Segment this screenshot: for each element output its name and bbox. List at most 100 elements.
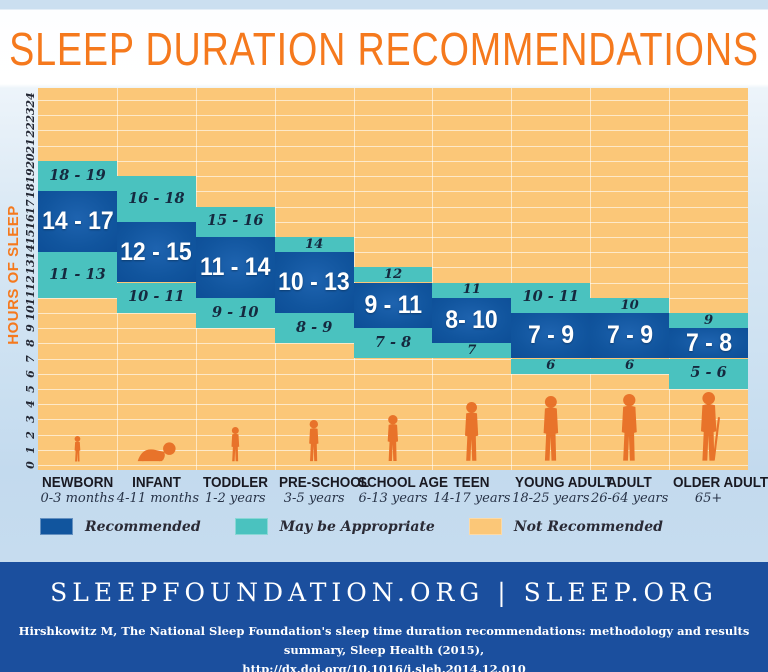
recommended-band: 7 - 8 <box>669 328 748 359</box>
may-lower-band: 8 - 9 <box>274 312 354 344</box>
grid-line-h <box>38 389 748 390</box>
grid-line-h <box>38 404 748 406</box>
age-group-label: SCHOOL AGE 6-13 years <box>354 474 448 507</box>
child-icon <box>228 427 243 467</box>
grid-line-h <box>38 145 748 147</box>
grid-line-v <box>590 88 592 470</box>
tick-label: 22 <box>23 122 37 139</box>
footer-band: SLEEPFOUNDATION.ORG | SLEEP.ORG Hirshkow… <box>0 562 768 672</box>
recommended-band: 9 - 11 <box>353 282 433 329</box>
age-range: 0-3 months <box>40 491 115 507</box>
legend-item-recommended: Recommended <box>40 518 201 535</box>
person-icon <box>615 394 644 467</box>
band-label: 12 <box>383 267 403 283</box>
legend-label: Recommended <box>85 518 201 535</box>
tick-label: 3 <box>23 415 37 424</box>
age-name: OLDER ADULT <box>673 474 768 491</box>
tick-label: 12 <box>23 274 37 291</box>
band-label: 14 <box>304 236 324 252</box>
legend-item-not-recommended: Not Recommended <box>468 518 663 535</box>
footer-site-text: SLEEPFOUNDATION.ORG | SLEEP.ORG <box>50 578 718 607</box>
band-label: 14 - 17 <box>41 207 114 236</box>
may-upper-band: 15 - 16 <box>195 206 275 237</box>
age-name: TEEN <box>453 474 490 491</box>
tick-label: 17 <box>23 198 37 215</box>
tick-label: 13 <box>23 259 37 275</box>
may-upper-band: 18 - 19 <box>38 160 117 192</box>
may-upper-band: 10 <box>590 297 670 313</box>
tick-label: 20 <box>23 153 37 169</box>
age-name: YOUNG ADULT <box>515 474 613 491</box>
tick-label: 0 <box>23 461 37 469</box>
band-label: 8 - 9 <box>295 318 333 336</box>
may-lower-band: 11 - 13 <box>38 252 117 298</box>
age-group-label: TEEN 14-17 years <box>432 474 511 507</box>
recommended-band: 7 - 9 <box>511 312 591 359</box>
baby-standing-icon <box>72 436 83 467</box>
band-label: 7 <box>467 343 477 359</box>
band-label: 7 - 8 <box>374 334 412 352</box>
recommended-band: 14 - 17 <box>38 191 117 253</box>
grid-line-v <box>432 88 434 470</box>
age-name: SCHOOL AGE <box>357 474 448 491</box>
may-upper-band: 12 <box>353 267 433 283</box>
tick-label: 23 <box>23 107 37 123</box>
age-range: 4-11 months <box>116 491 200 507</box>
age-range: 1-2 years <box>204 491 266 507</box>
tick-label: 6 <box>23 369 37 378</box>
band-label: 18 - 19 <box>49 166 106 184</box>
age-name: ADULT <box>607 474 652 491</box>
tick-label: 2 <box>23 430 37 439</box>
age-group-label: NEWBORN 0-3 months <box>38 474 117 507</box>
tick-label: 8 <box>23 339 37 348</box>
may-lower-band: 7 - 8 <box>353 328 433 359</box>
age-range: 6-13 years <box>358 491 428 507</box>
recommended-band: 8- 10 <box>432 297 512 344</box>
tick-label: 1 <box>23 445 37 454</box>
person-icon <box>537 396 565 467</box>
age-range: 26-64 years <box>590 491 669 507</box>
grid-line-h <box>38 221 748 223</box>
band-label: 10 - 13 <box>278 267 350 296</box>
citation-line-2: http://dx.doi.org/10.1016/j.sleh.2014.12… <box>242 661 526 672</box>
recommended-band: 10 - 13 <box>274 252 354 313</box>
band-label: 9 <box>703 312 714 328</box>
band-label: 7 - 9 <box>606 321 653 350</box>
tick-label: 14 <box>23 244 37 260</box>
grid-line-h <box>38 236 748 238</box>
grid-line-h <box>38 160 748 162</box>
footer-citation: Hirshkowitz M, The National Sleep Founda… <box>0 622 768 672</box>
grid-line-h <box>38 130 748 132</box>
recommended-band: 7 - 9 <box>590 312 670 359</box>
tick-label: 19 <box>23 168 37 184</box>
band-label: 8- 10 <box>445 305 499 334</box>
may-upper-band: 9 <box>669 312 748 329</box>
may-lower-band: 7 <box>432 343 512 359</box>
may-be-appropriate-swatch-icon <box>234 518 268 535</box>
tick-label: 9 <box>23 324 37 332</box>
band-label: 11 - 13 <box>49 265 106 283</box>
tick-label: 4 <box>23 400 37 409</box>
age-range: 18-25 years <box>512 491 590 507</box>
tick-label: 5 <box>23 385 37 393</box>
age-group-label: YOUNG ADULT 18-25 years <box>511 474 613 507</box>
grid-line-h <box>38 373 748 375</box>
tick-label: 24 <box>23 92 37 108</box>
grid-line-h <box>38 176 748 177</box>
age-name: TODDLER <box>202 474 268 491</box>
legend-label: Not Recommended <box>513 518 663 535</box>
grid-line-h <box>38 191 748 193</box>
may-lower-band: 6 <box>511 358 591 374</box>
band-label: 5 - 6 <box>690 364 727 382</box>
age-range: 14-17 years <box>433 491 511 507</box>
age-group-label: OLDER ADULT 65+ <box>669 474 768 507</box>
grid-line-h <box>38 465 748 466</box>
grid-line-h <box>38 358 748 360</box>
recommended-band: 12 - 15 <box>116 221 196 283</box>
tick-label: 18 <box>23 183 37 199</box>
tick-label: 15 <box>23 229 37 245</box>
age-range: 65+ <box>694 491 723 507</box>
tick-label: 16 <box>23 214 37 230</box>
band-label: 10 - 11 <box>522 288 579 306</box>
